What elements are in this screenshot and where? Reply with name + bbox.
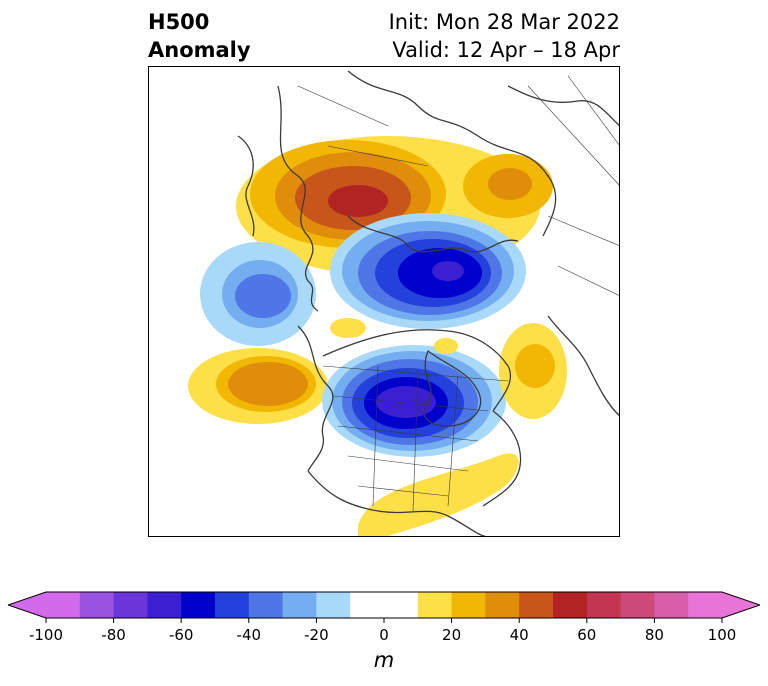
- colorbar-tick-label: 20: [442, 626, 461, 644]
- colorbar-cell: [688, 592, 723, 618]
- title-kind: Anomaly: [148, 38, 251, 62]
- colorbar-unit-label: m: [373, 648, 395, 672]
- colorbar-cell: [79, 592, 115, 618]
- colorbar-cell: [46, 592, 81, 618]
- anomaly-negative-north-pacific: [200, 242, 316, 346]
- colorbar-cell: [282, 592, 317, 618]
- colorbar-cell: [384, 592, 419, 618]
- colorbar-cell: [147, 592, 182, 618]
- anomaly-negative-canada: [322, 345, 506, 457]
- colorbar-cell: [451, 592, 486, 618]
- colorbar: -100 -80 -60 -40 -20 0 20 40 60 80 100: [8, 591, 760, 644]
- colorbar-tick-label: 100: [708, 626, 737, 644]
- anomaly-positive-ne-pacific: [188, 318, 366, 424]
- colorbar-cell: [553, 592, 588, 618]
- colorbar-tick-label: 0: [379, 626, 389, 644]
- colorbar-cell: [316, 592, 351, 618]
- colorbar-cell: [586, 592, 622, 618]
- colorbar-tick-label: -100: [29, 626, 63, 644]
- colorbar-tick-label: 60: [577, 626, 596, 644]
- title-valid-range: Valid: 12 Apr – 18 Apr: [392, 38, 620, 62]
- colorbar-tick-label: 40: [510, 626, 529, 644]
- anomaly-positive-scandinavia: [434, 323, 567, 419]
- title-init-date: Init: Mon 28 Mar 2022: [388, 10, 620, 34]
- map-title-left: H500 Anomaly: [148, 8, 251, 64]
- colorbar-cells: [8, 591, 760, 619]
- colorbar-cell: [485, 592, 520, 618]
- colorbar-tick-label: -60: [169, 626, 194, 644]
- colorbar-tick-label: -80: [101, 626, 126, 644]
- coastlines: [237, 70, 620, 537]
- colorbar-cell: [417, 592, 453, 618]
- colorbar-cell: [215, 592, 250, 618]
- colorbar-cell: [519, 592, 554, 618]
- map-title-right: Init: Mon 28 Mar 2022 Valid: 12 Apr – 18…: [389, 8, 620, 64]
- anomaly-negative-arctic: [330, 213, 526, 329]
- colorbar-cell: [654, 592, 689, 618]
- title-variable: H500: [148, 10, 210, 34]
- colorbar-extend-high: [722, 592, 760, 618]
- colorbar-tick-label: 80: [645, 626, 664, 644]
- colorbar-extend-low: [8, 592, 46, 618]
- colorbar-tick-label: -40: [237, 626, 262, 644]
- colorbar-tick-label: -20: [304, 626, 329, 644]
- colorbar-cell: [248, 592, 284, 618]
- colorbar-cell: [181, 592, 216, 618]
- colorbar-cell: [620, 592, 655, 618]
- map-frame: [148, 66, 620, 537]
- anomaly-map: [148, 66, 620, 537]
- country-borders: [297, 75, 620, 512]
- colorbar-ticks: -100 -80 -60 -40 -20 0 20 40 60 80 100: [29, 618, 736, 644]
- colorbar-cell: [350, 592, 385, 618]
- colorbar-cell: [113, 592, 148, 618]
